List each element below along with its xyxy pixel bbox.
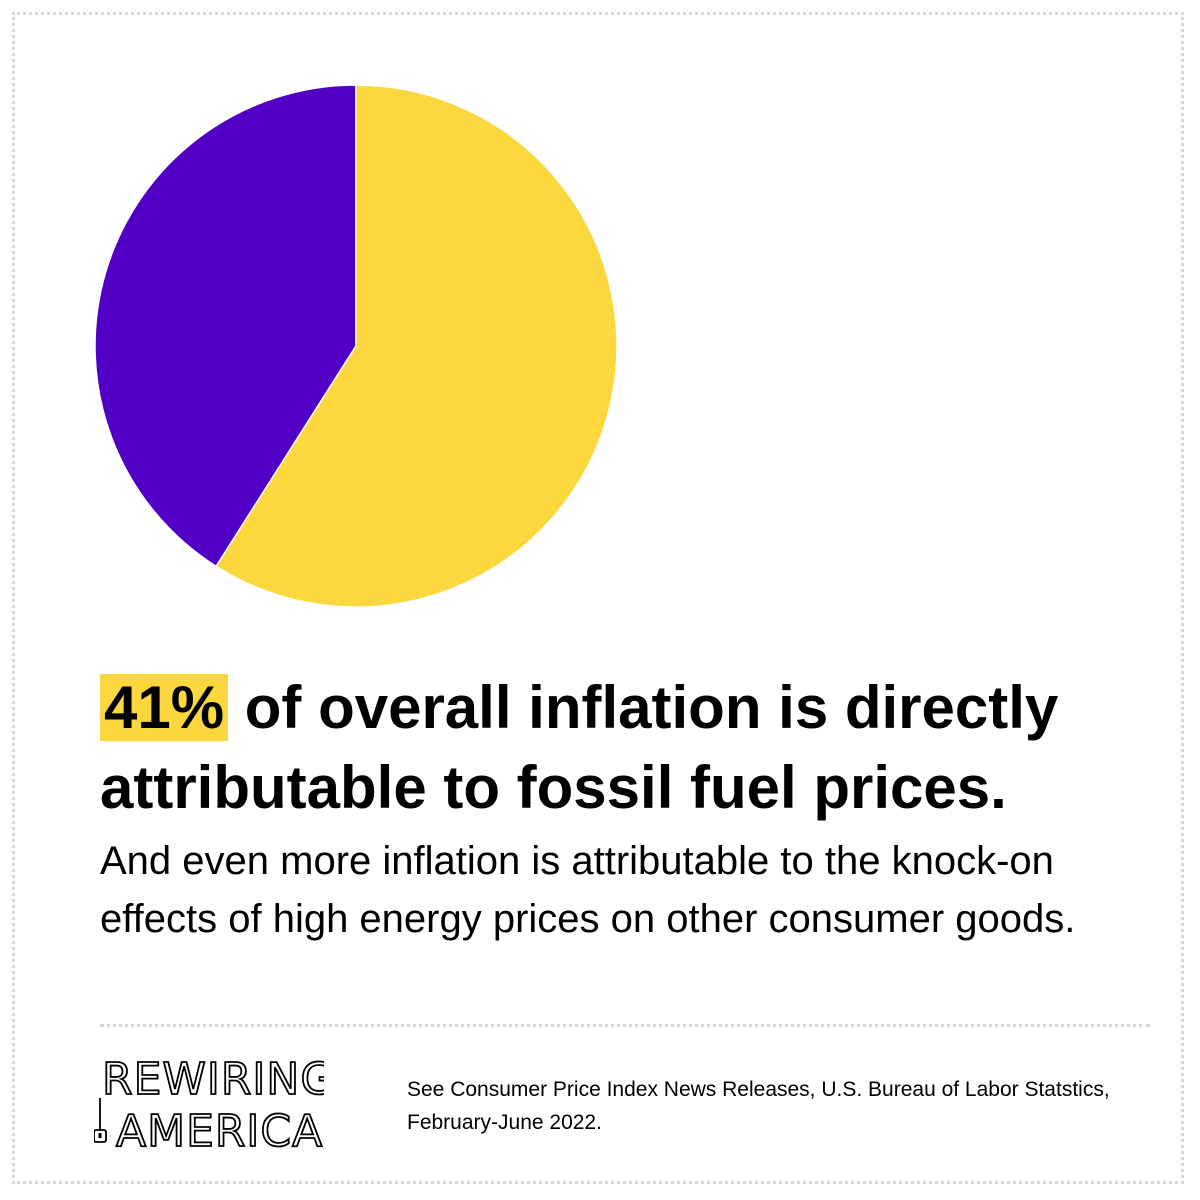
- rewiring-america-logo: REWIRING AMERICA: [94, 1053, 324, 1156]
- source-note: See Consumer Price Index News Releases, …: [407, 1078, 1110, 1134]
- headline-text: of overall inflation is directly attribu…: [100, 674, 1059, 821]
- headline-highlight: 41%: [100, 674, 229, 741]
- logo-line-2: AMERICA: [116, 1106, 323, 1156]
- logo-line-1: REWIRING: [102, 1054, 324, 1105]
- pie-slice-2: [215, 84, 618, 608]
- dotted-frame: [12, 12, 1184, 1184]
- pie-slices: [94, 84, 618, 608]
- plug-prong-icon: [98, 1133, 102, 1138]
- subtext: And even more inflation is attributable …: [100, 839, 1076, 941]
- pie-chart: [94, 84, 618, 608]
- divider: [100, 1024, 1150, 1027]
- pie-slice-1: [94, 84, 357, 568]
- headline: 41% of overall inflation is directly att…: [100, 668, 1140, 828]
